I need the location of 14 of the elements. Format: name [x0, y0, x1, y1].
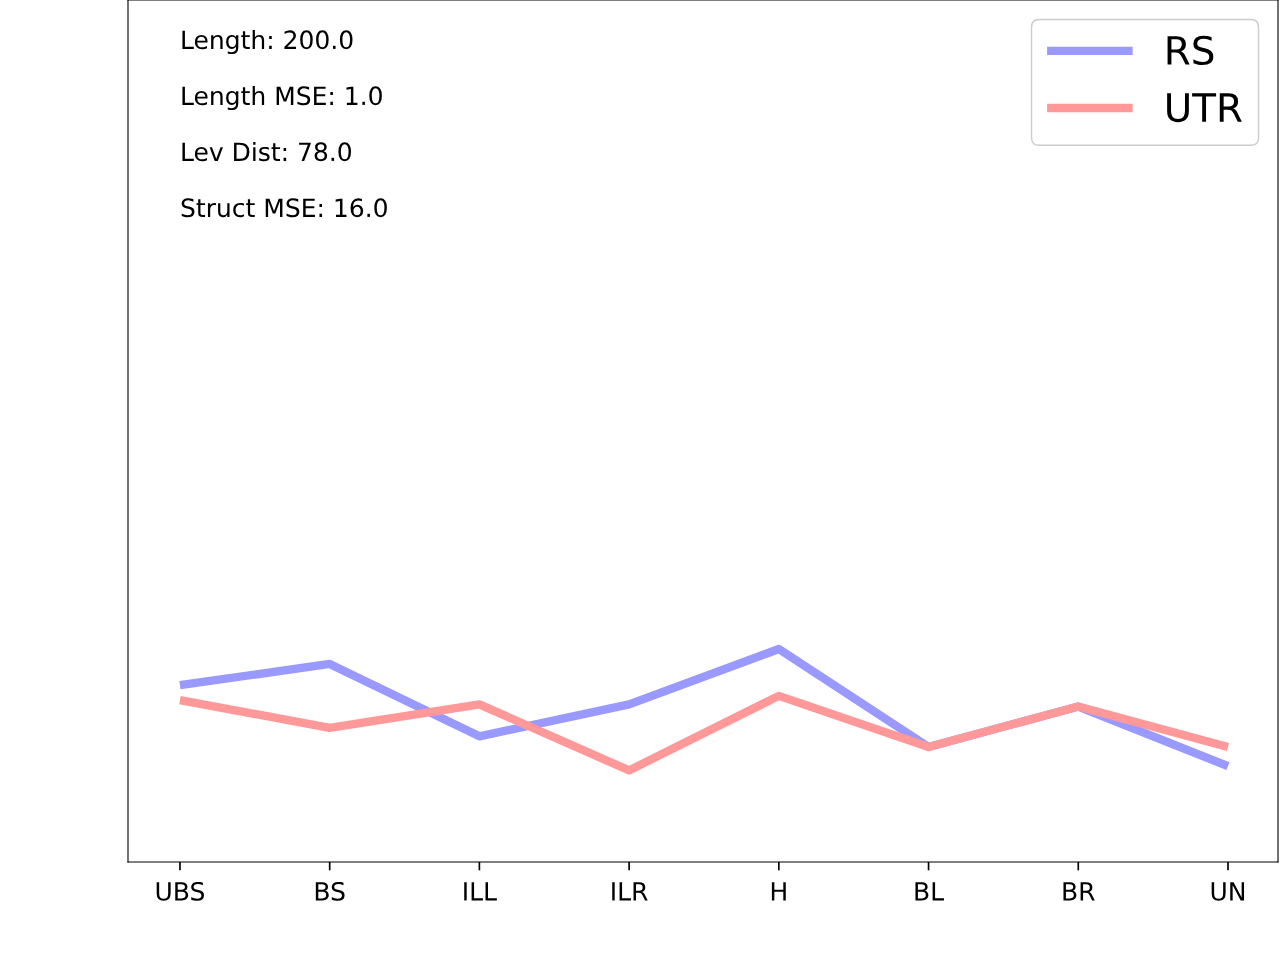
x-tick-label: H: [771, 882, 786, 901]
x-tick-label: BR: [1063, 882, 1095, 901]
x-tick-label: UN: [1211, 882, 1245, 901]
text: Length: 200.0: [182, 29, 353, 55]
x-tick-label: UBS: [156, 881, 204, 901]
text: Length MSE: 1.0: [182, 85, 382, 111]
text: Struct MSE: 16.0: [181, 198, 387, 218]
x-tick-label: ILR: [612, 882, 648, 901]
x-tick-label: ILL: [464, 882, 497, 901]
legend-label: RS: [1167, 35, 1214, 66]
text: Lev Dist: 78.0: [182, 141, 352, 162]
x-tick-label: BL: [915, 882, 944, 901]
x-tick-label: BS: [315, 881, 345, 901]
legend-label: UTR: [1167, 93, 1242, 123]
